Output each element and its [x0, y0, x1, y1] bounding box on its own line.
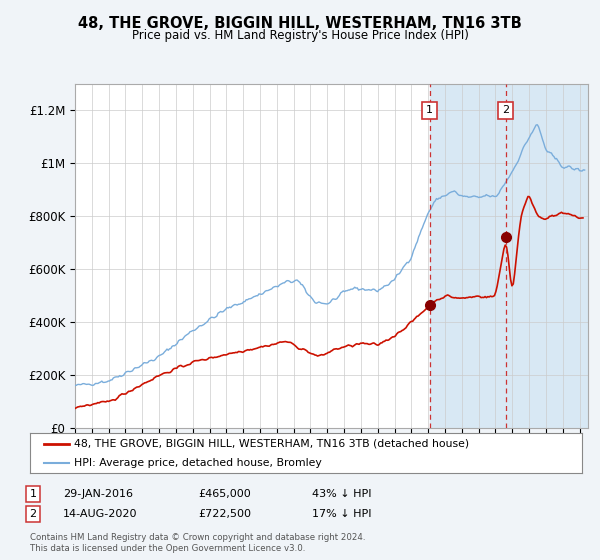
Text: 29-JAN-2016: 29-JAN-2016 — [63, 489, 133, 499]
Text: 43% ↓ HPI: 43% ↓ HPI — [312, 489, 371, 499]
Text: 48, THE GROVE, BIGGIN HILL, WESTERHAM, TN16 3TB: 48, THE GROVE, BIGGIN HILL, WESTERHAM, T… — [78, 16, 522, 31]
Text: 48, THE GROVE, BIGGIN HILL, WESTERHAM, TN16 3TB (detached house): 48, THE GROVE, BIGGIN HILL, WESTERHAM, T… — [74, 439, 469, 449]
Text: Contains HM Land Registry data © Crown copyright and database right 2024.
This d: Contains HM Land Registry data © Crown c… — [30, 533, 365, 553]
Text: 17% ↓ HPI: 17% ↓ HPI — [312, 509, 371, 519]
Bar — [430, 84, 588, 428]
Text: 2: 2 — [502, 105, 509, 115]
Text: £722,500: £722,500 — [198, 509, 251, 519]
Text: 14-AUG-2020: 14-AUG-2020 — [63, 509, 137, 519]
Text: £465,000: £465,000 — [198, 489, 251, 499]
Text: 1: 1 — [29, 489, 37, 499]
Text: Price paid vs. HM Land Registry's House Price Index (HPI): Price paid vs. HM Land Registry's House … — [131, 29, 469, 42]
Text: 2: 2 — [29, 509, 37, 519]
Text: 1: 1 — [426, 105, 433, 115]
Text: HPI: Average price, detached house, Bromley: HPI: Average price, detached house, Brom… — [74, 458, 322, 468]
